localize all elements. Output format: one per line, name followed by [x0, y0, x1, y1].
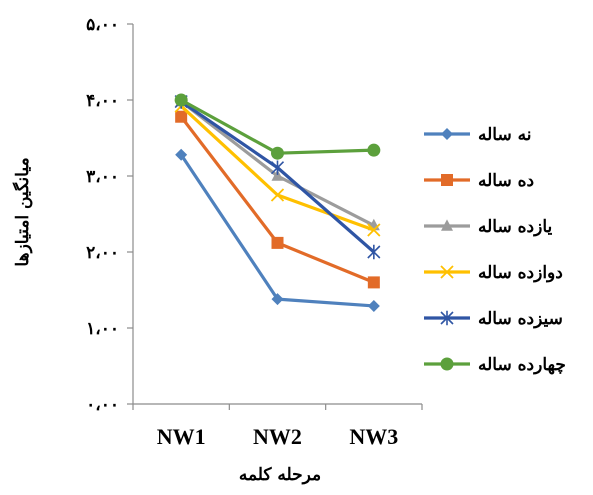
diamond-marker	[175, 148, 188, 161]
legend-item: چهارده ساله	[424, 355, 566, 375]
y-tick-label: ۲،۰۰	[86, 243, 119, 263]
triangle-marker	[441, 219, 453, 231]
legend-label: نه ساله	[478, 125, 531, 145]
x-axis-title: مرحله کلمه	[239, 465, 321, 485]
plot-area	[174, 93, 381, 312]
series-line	[180, 98, 374, 155]
square-marker	[271, 236, 284, 249]
legend-item: سیزده ساله	[424, 309, 563, 329]
star-marker	[440, 310, 454, 326]
square-marker	[367, 276, 380, 289]
diamond-marker	[271, 293, 284, 306]
star-marker	[270, 160, 285, 175]
series-2	[175, 110, 380, 289]
square-marker	[441, 174, 453, 186]
legend-item: ده ساله	[424, 171, 534, 191]
circle-marker	[174, 93, 188, 107]
legend-label: یازده ساله	[478, 217, 553, 237]
x-tick-label: NW1	[157, 424, 206, 449]
legend-label: چهارده ساله	[478, 355, 566, 375]
x-marker	[270, 188, 285, 202]
series-1	[175, 148, 380, 312]
circle-marker	[367, 143, 381, 157]
x-marker	[367, 223, 381, 237]
x-tick-label: NW2	[253, 424, 302, 449]
triangle-marker	[271, 169, 284, 181]
circle-marker	[440, 357, 454, 371]
y-tick-label: ۳،۰۰	[86, 167, 119, 187]
x-marker	[440, 265, 454, 279]
diamond-marker	[441, 128, 453, 140]
axes: ۰،۰۰ ۱،۰۰ ۲،۰۰ ۳،۰۰ ۴،۰۰ ۵،۰۰ NW1 NW2 NW3	[86, 15, 423, 449]
y-tick-label: ۱،۰۰	[86, 319, 119, 339]
y-tick-label: ۰،۰۰	[86, 395, 119, 415]
y-tick-label: ۴،۰۰	[86, 91, 119, 111]
circle-marker	[271, 146, 284, 160]
legend-item: یازده ساله	[424, 217, 553, 237]
diamond-marker	[367, 299, 380, 312]
legend-label: سیزده ساله	[478, 309, 563, 329]
legend-item: دوازده ساله	[424, 263, 563, 283]
x-tick-label: NW3	[349, 424, 398, 449]
star-marker	[367, 244, 381, 260]
legend-item: نه ساله	[424, 125, 531, 145]
legend-label: ده ساله	[478, 171, 534, 191]
y-tick-label: ۵،۰۰	[86, 15, 119, 35]
y-axis-title: میانگین امتیازها	[12, 157, 33, 266]
legend: نه ساله ده ساله یازده ساله دوازده ساله سیزده…	[424, 125, 566, 375]
legend-label: دوازده ساله	[478, 263, 563, 283]
square-marker	[175, 110, 188, 123]
series-6	[174, 93, 381, 160]
